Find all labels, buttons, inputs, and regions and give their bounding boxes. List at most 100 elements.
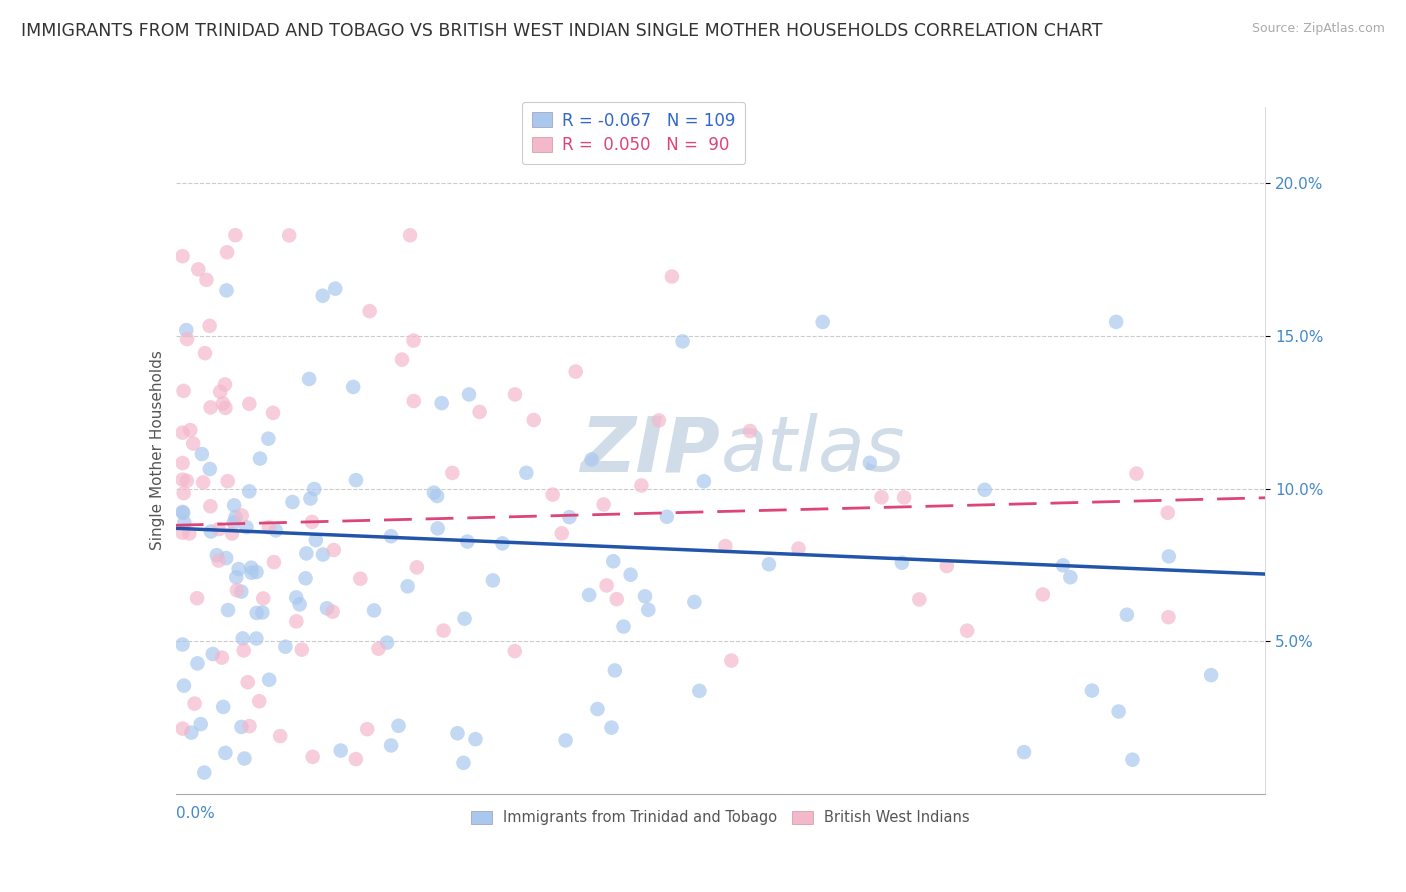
Point — [558, 510, 581, 524]
Point — [257, 520, 280, 534]
Point — [198, 462, 221, 476]
Point — [262, 406, 284, 420]
Point — [380, 529, 402, 543]
Point — [231, 508, 253, 523]
Point — [214, 401, 236, 415]
Point — [637, 603, 659, 617]
Point — [278, 228, 301, 243]
Point — [935, 559, 957, 574]
Point — [464, 732, 486, 747]
Point — [232, 632, 254, 646]
Point — [554, 733, 576, 747]
Point — [198, 318, 221, 333]
Point — [246, 606, 269, 620]
Point — [344, 473, 367, 487]
Point — [191, 447, 214, 461]
Point — [312, 288, 335, 302]
Point — [714, 539, 737, 553]
Point — [612, 619, 634, 633]
Point — [387, 719, 409, 733]
Point — [458, 387, 481, 401]
Point — [228, 562, 250, 576]
Point — [257, 432, 280, 446]
Point — [249, 451, 271, 466]
Point — [595, 578, 617, 592]
Point — [235, 520, 257, 534]
Point — [172, 505, 194, 519]
Point — [274, 640, 297, 654]
Point — [172, 506, 194, 520]
Point — [523, 413, 546, 427]
Point — [191, 475, 214, 490]
Point — [1032, 587, 1054, 601]
Point — [1108, 705, 1130, 719]
Point — [180, 725, 202, 739]
Point — [329, 743, 352, 757]
Point — [402, 394, 425, 409]
Point — [186, 657, 208, 671]
Point — [172, 638, 194, 652]
Point — [214, 377, 236, 392]
Point — [252, 591, 274, 606]
Point — [238, 397, 260, 411]
Point — [238, 484, 260, 499]
Point — [312, 548, 335, 562]
Point — [503, 644, 526, 658]
Point — [173, 516, 195, 530]
Point — [240, 566, 263, 580]
Point — [302, 482, 325, 496]
Text: IMMIGRANTS FROM TRINIDAD AND TOBAGO VS BRITISH WEST INDIAN SINGLE MOTHER HOUSEHO: IMMIGRANTS FROM TRINIDAD AND TOBAGO VS B… — [21, 22, 1102, 40]
Point — [264, 524, 287, 538]
Point — [217, 603, 239, 617]
Point — [630, 478, 652, 492]
Point — [811, 315, 834, 329]
Point — [215, 551, 238, 566]
Point — [172, 456, 194, 470]
Point — [399, 228, 422, 243]
Point — [1081, 683, 1104, 698]
Point — [224, 228, 246, 243]
Point — [453, 756, 475, 770]
Point — [426, 489, 449, 503]
Point — [1199, 668, 1222, 682]
Point — [738, 424, 761, 438]
Point — [221, 526, 243, 541]
Point — [375, 635, 398, 649]
Point — [172, 249, 194, 263]
Point — [661, 269, 683, 284]
Point — [363, 603, 385, 617]
Point — [956, 624, 979, 638]
Point — [224, 499, 246, 513]
Point — [430, 396, 453, 410]
Point — [648, 413, 671, 427]
Point — [215, 245, 238, 260]
Point — [269, 729, 291, 743]
Point — [688, 684, 710, 698]
Point — [291, 642, 314, 657]
Point — [1157, 506, 1180, 520]
Point — [212, 396, 235, 410]
Point — [402, 334, 425, 348]
Point — [194, 346, 217, 360]
Point — [758, 558, 780, 572]
Point — [551, 526, 574, 541]
Point — [870, 490, 893, 504]
Point — [295, 546, 318, 560]
Point — [217, 474, 239, 488]
Point — [380, 739, 402, 753]
Point — [172, 473, 194, 487]
Point — [391, 352, 413, 367]
Point — [173, 384, 195, 398]
Point — [173, 679, 195, 693]
Point — [446, 726, 468, 740]
Point — [240, 560, 263, 574]
Point — [973, 483, 995, 497]
Point — [441, 466, 464, 480]
Point — [179, 423, 201, 437]
Point — [186, 591, 208, 606]
Point — [288, 598, 311, 612]
Point — [236, 675, 259, 690]
Point — [1157, 610, 1180, 624]
Point — [173, 486, 195, 500]
Point — [233, 751, 256, 765]
